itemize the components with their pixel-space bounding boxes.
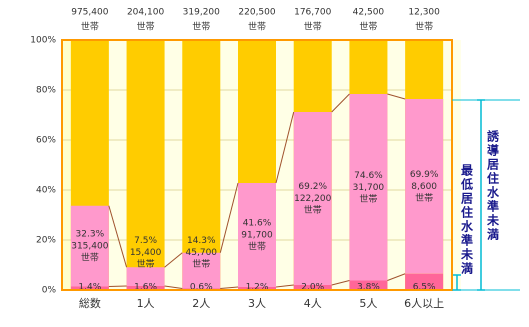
- y-tick-label: 20%: [36, 236, 56, 246]
- count-label: 31,700: [353, 183, 385, 193]
- saitei-label: 1.2%: [246, 283, 269, 293]
- x-tick-label: 2人: [192, 297, 210, 310]
- connector-line: [220, 286, 239, 289]
- bar-segment: [126, 286, 165, 290]
- stripe: [276, 40, 294, 290]
- saitei-label: 1.6%: [134, 283, 157, 293]
- x-tick-label: 3人: [248, 297, 266, 310]
- bar-segment: [293, 285, 332, 290]
- stripe: [108, 40, 127, 290]
- y-tick-label: 60%: [36, 136, 56, 146]
- bar-segment: [405, 273, 444, 290]
- total-label: 176,700: [294, 8, 331, 18]
- connector-line: [275, 284, 294, 288]
- yudo-label: 41.6%: [243, 219, 272, 229]
- total-unit: 世帯: [192, 21, 210, 33]
- bar-segment: [349, 94, 388, 281]
- yudo-label: 32.3%: [76, 230, 105, 240]
- yudo-label: 14.3%: [187, 236, 216, 246]
- bar-segment: [182, 252, 221, 289]
- count-unit: 世帯: [359, 193, 377, 205]
- total-unit: 世帯: [415, 21, 433, 33]
- yudo-label: 69.2%: [298, 182, 327, 192]
- count-label: 122,200: [294, 194, 331, 204]
- bar-segment: [70, 205, 109, 287]
- x-tick-label: 6人以上: [404, 297, 444, 310]
- stripe: [220, 40, 238, 290]
- bar-rest: [126, 40, 165, 290]
- y-tick-label: 0%: [42, 286, 57, 296]
- total-unit: 世帯: [81, 21, 99, 33]
- total-label: 12,300: [408, 8, 440, 18]
- yudo-label: 7.5%: [134, 236, 157, 246]
- connector-line: [219, 182, 239, 253]
- count-unit: 世帯: [415, 192, 433, 204]
- total-label: 220,500: [238, 8, 275, 18]
- bar-segment: [70, 286, 109, 290]
- connector-line: [331, 280, 350, 286]
- connector-line: [164, 285, 183, 289]
- bar-rest: [182, 40, 221, 290]
- saitei-label: 6.5%: [413, 283, 436, 293]
- connector-line: [275, 111, 295, 184]
- total-label: 319,200: [183, 8, 220, 18]
- count-label: 8,600: [411, 182, 437, 192]
- total-unit: 世帯: [359, 21, 377, 33]
- count-unit: 世帯: [248, 241, 266, 253]
- x-tick-label: 1人: [137, 297, 155, 310]
- connector-line: [331, 93, 350, 113]
- y-tick-label: 100%: [30, 36, 56, 46]
- annotation-saitei: 最低居住水準未満: [460, 164, 474, 276]
- connector-line: [387, 93, 406, 100]
- connector-line: [108, 205, 128, 268]
- stripe: [387, 40, 406, 290]
- total-unit: 世帯: [304, 21, 322, 33]
- bar-segment: [126, 267, 165, 286]
- count-label: 45,700: [186, 248, 218, 258]
- total-label: 42,500: [353, 8, 385, 18]
- count-unit: 世帯: [304, 204, 322, 216]
- count-unit: 世帯: [192, 258, 210, 270]
- bar-segment: [238, 183, 276, 287]
- saitei-label: 0.6%: [190, 283, 213, 293]
- y-tick-label: 40%: [36, 186, 56, 196]
- stripe: [164, 40, 183, 290]
- yudo-label: 74.6%: [354, 171, 383, 181]
- count-label: 315,400: [71, 242, 108, 252]
- stripe: [331, 40, 350, 290]
- x-tick-label: 4人: [304, 297, 322, 310]
- yudo-label: 69.9%: [410, 170, 439, 180]
- bar-segment: [238, 287, 276, 290]
- total-unit: 世帯: [137, 21, 155, 33]
- bar-segment: [293, 112, 332, 285]
- total-label: 975,400: [71, 8, 108, 18]
- connector-line: [387, 273, 406, 281]
- count-unit: 世帯: [81, 252, 99, 264]
- x-tick-label: 5人: [359, 297, 377, 310]
- connector-line: [108, 285, 127, 287]
- saitei-label: 3.8%: [357, 283, 380, 293]
- y-tick-label: 80%: [36, 86, 56, 96]
- connector-line: [164, 252, 183, 268]
- saitei-label: 2.0%: [301, 283, 324, 293]
- total-label: 204,100: [127, 8, 164, 18]
- annotation-yudo: 誘導居住水準未満: [486, 129, 500, 242]
- x-tick-label: 総数: [79, 296, 101, 310]
- count-label: 91,700: [241, 231, 273, 241]
- count-unit: 世帯: [137, 258, 155, 270]
- saitei-label: 1.4%: [78, 283, 101, 293]
- total-unit: 世帯: [248, 21, 266, 33]
- count-label: 15,400: [130, 248, 162, 258]
- bar-segment: [405, 99, 444, 274]
- plot-frame: [61, 39, 453, 291]
- bar-segment: [349, 280, 388, 290]
